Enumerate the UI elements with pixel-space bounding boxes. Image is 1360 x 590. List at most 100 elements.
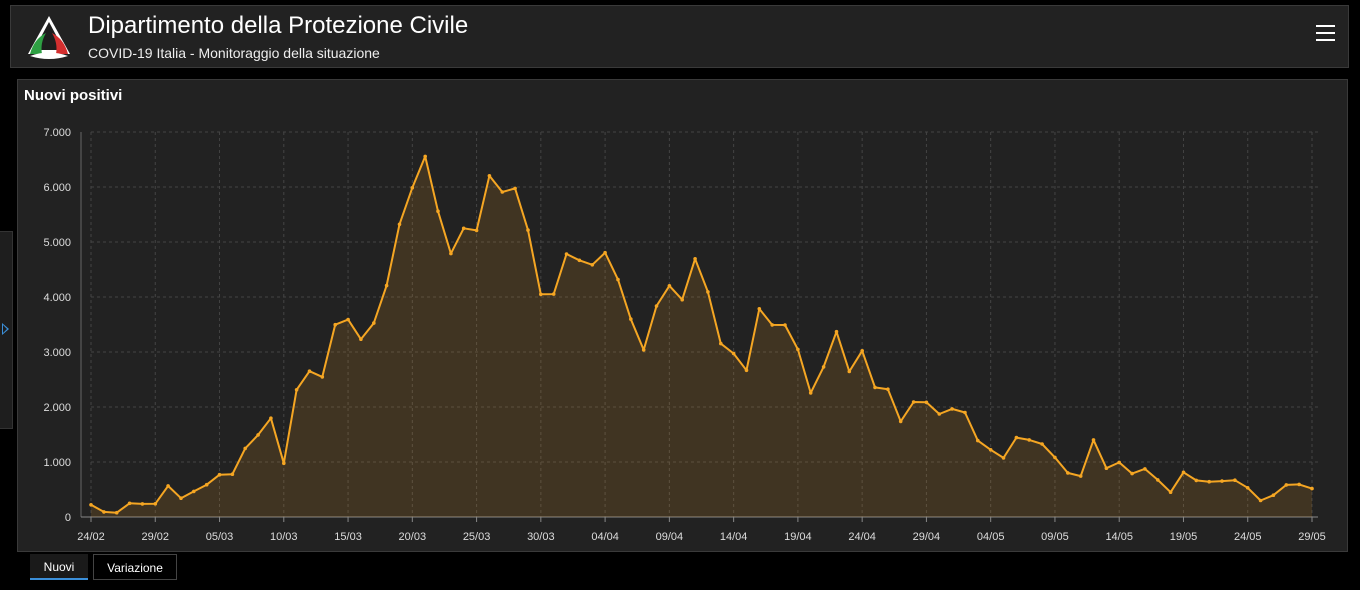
data-point[interactable] — [1258, 498, 1263, 503]
data-point[interactable] — [102, 510, 106, 514]
tab-variazione[interactable]: Variazione — [93, 554, 177, 580]
data-point[interactable] — [474, 228, 479, 233]
data-point[interactable] — [937, 412, 942, 416]
data-point[interactable] — [372, 321, 376, 325]
data-point[interactable] — [744, 368, 749, 373]
data-point[interactable] — [1078, 474, 1083, 478]
data-point[interactable] — [770, 323, 774, 327]
data-point[interactable] — [950, 407, 954, 411]
data-point[interactable] — [1194, 478, 1199, 483]
data-point[interactable] — [693, 257, 697, 261]
side-panel-toggle[interactable] — [0, 231, 13, 429]
data-point[interactable] — [1245, 486, 1250, 490]
data-point[interactable] — [269, 416, 273, 421]
data-point[interactable] — [731, 351, 736, 356]
data-point[interactable] — [127, 501, 132, 506]
data-point[interactable] — [114, 510, 119, 515]
data-point[interactable] — [166, 484, 170, 488]
data-point[interactable] — [153, 502, 158, 506]
data-point[interactable] — [988, 448, 993, 452]
data-point[interactable] — [1040, 442, 1044, 446]
data-point[interactable] — [487, 174, 492, 178]
data-point[interactable] — [179, 496, 183, 501]
data-point[interactable] — [1117, 460, 1121, 465]
data-point[interactable] — [1156, 478, 1160, 482]
data-point[interactable] — [243, 446, 247, 451]
data-point[interactable] — [860, 349, 864, 353]
data-point[interactable] — [539, 292, 543, 297]
data-point[interactable] — [667, 284, 672, 288]
data-point[interactable] — [551, 292, 556, 296]
data-point[interactable] — [886, 387, 890, 392]
data-point[interactable] — [1181, 470, 1186, 475]
data-point[interactable] — [461, 226, 466, 231]
data-point[interactable] — [140, 502, 145, 506]
data-point[interactable] — [397, 222, 402, 227]
data-point[interactable] — [1091, 438, 1096, 442]
data-point[interactable] — [757, 307, 762, 311]
data-point[interactable] — [384, 283, 389, 288]
data-point[interactable] — [654, 304, 659, 308]
data-point[interactable] — [1027, 438, 1031, 442]
data-point[interactable] — [1168, 490, 1173, 495]
data-point[interactable] — [641, 348, 646, 352]
data-point[interactable] — [230, 472, 235, 477]
data-point[interactable] — [873, 385, 877, 390]
data-point[interactable] — [963, 410, 967, 415]
data-point[interactable] — [282, 461, 286, 466]
data-point[interactable] — [1014, 435, 1019, 440]
data-point[interactable] — [204, 482, 209, 487]
data-point[interactable] — [847, 369, 852, 374]
tab-nuovi[interactable]: Nuovi — [30, 554, 88, 580]
data-point[interactable] — [256, 433, 260, 437]
data-point[interactable] — [192, 489, 196, 494]
data-point[interactable] — [1001, 456, 1006, 460]
data-point[interactable] — [513, 186, 517, 191]
data-point[interactable] — [423, 154, 428, 159]
data-point[interactable] — [911, 400, 916, 404]
data-point[interactable] — [976, 438, 980, 443]
data-point[interactable] — [1220, 479, 1224, 483]
data-point[interactable] — [1053, 455, 1057, 460]
data-point[interactable] — [526, 228, 530, 232]
data-point[interactable] — [629, 317, 633, 321]
data-point[interactable] — [1233, 478, 1237, 483]
data-point[interactable] — [1104, 466, 1109, 471]
data-point[interactable] — [1271, 493, 1276, 498]
data-point[interactable] — [320, 375, 325, 379]
data-point[interactable] — [89, 503, 93, 507]
data-point[interactable] — [1310, 486, 1314, 491]
data-point[interactable] — [796, 347, 800, 352]
data-point[interactable] — [307, 369, 312, 374]
data-point[interactable] — [1284, 483, 1289, 487]
data-point[interactable] — [564, 252, 569, 256]
data-point[interactable] — [217, 472, 222, 477]
data-point[interactable] — [410, 186, 415, 190]
data-point[interactable] — [834, 329, 839, 334]
data-point[interactable] — [449, 251, 453, 256]
data-point[interactable] — [706, 290, 710, 294]
data-point[interactable] — [680, 297, 684, 302]
hamburger-menu-icon[interactable] — [1316, 25, 1336, 43]
data-point[interactable] — [783, 323, 787, 327]
data-point[interactable] — [603, 250, 607, 255]
data-point[interactable] — [1297, 482, 1301, 487]
data-point[interactable] — [924, 400, 929, 405]
data-point[interactable] — [719, 341, 723, 346]
data-point[interactable] — [821, 365, 826, 369]
data-point[interactable] — [333, 322, 338, 327]
data-point[interactable] — [346, 317, 350, 322]
data-point[interactable] — [808, 391, 813, 395]
data-point[interactable] — [359, 337, 363, 342]
data-point[interactable] — [294, 388, 299, 392]
data-point[interactable] — [616, 277, 620, 282]
data-point[interactable] — [577, 258, 582, 263]
data-point[interactable] — [436, 209, 440, 213]
data-point[interactable] — [1130, 471, 1134, 476]
data-point[interactable] — [1143, 467, 1147, 471]
data-point[interactable] — [500, 190, 505, 194]
data-point[interactable] — [590, 263, 595, 267]
data-point[interactable] — [898, 419, 903, 424]
data-point[interactable] — [1066, 471, 1070, 475]
data-point[interactable] — [1207, 479, 1211, 484]
